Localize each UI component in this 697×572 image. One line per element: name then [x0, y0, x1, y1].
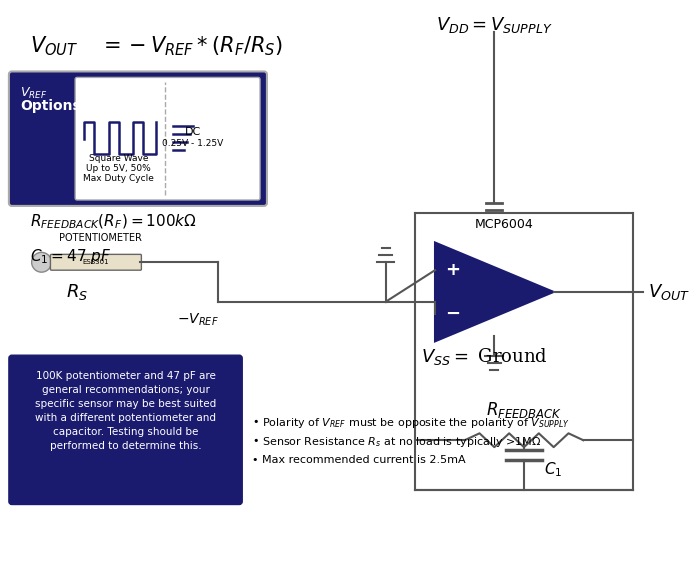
Text: ESS301: ESS301 — [82, 259, 109, 265]
Text: $V_{SS} = $ Ground: $V_{SS} = $ Ground — [421, 346, 548, 367]
FancyBboxPatch shape — [9, 72, 267, 206]
Text: Options: Options — [20, 99, 81, 113]
Text: $C_1 = 47\ pF$: $C_1 = 47\ pF$ — [30, 248, 112, 267]
Text: $= -V_{REF} * (R_F / R_S)$: $= -V_{REF} * (R_F / R_S)$ — [99, 35, 283, 58]
Text: +: + — [445, 261, 460, 279]
FancyBboxPatch shape — [9, 355, 243, 505]
Text: $V_{OUT}$: $V_{OUT}$ — [648, 282, 689, 302]
Text: 100K potentiometer and 47 pF are
general recommendations; your
specific sensor m: 100K potentiometer and 47 pF are general… — [35, 371, 216, 451]
Text: −: − — [445, 305, 461, 323]
Text: $R_{FEEDBACK}$: $R_{FEEDBACK}$ — [486, 400, 562, 420]
Polygon shape — [435, 243, 553, 341]
Text: • Sensor Resistance $R_s$ at no load is typically >1M$\Omega$: • Sensor Resistance $R_s$ at no load is … — [252, 435, 542, 449]
Text: • Polarity of $V_{REF}$ must be opposite the polarity of $V_{SUPPLY}$: • Polarity of $V_{REF}$ must be opposite… — [252, 415, 570, 430]
FancyBboxPatch shape — [50, 255, 141, 270]
Text: $V_{OUT}$: $V_{OUT}$ — [30, 35, 78, 58]
Text: $-V_{REF}$: $-V_{REF}$ — [177, 312, 219, 328]
Text: $R_{FEEDBACK}(R_F) = 100k\Omega$: $R_{FEEDBACK}(R_F) = 100k\Omega$ — [30, 213, 197, 231]
FancyBboxPatch shape — [75, 77, 260, 200]
Text: MCP6004: MCP6004 — [475, 217, 534, 231]
Text: 0.25V - 1.25V: 0.25V - 1.25V — [162, 138, 224, 148]
Text: • Max recommended current is 2.5mA: • Max recommended current is 2.5mA — [252, 455, 466, 465]
Text: Square Wave
Up to 5V, 50%
Max Duty Cycle: Square Wave Up to 5V, 50% Max Duty Cycle — [83, 153, 154, 183]
Text: $V_{DD} = V_{SUPPLY}$: $V_{DD} = V_{SUPPLY}$ — [436, 15, 553, 35]
Text: $C_1$: $C_1$ — [544, 460, 562, 479]
Text: POTENTIOMETER: POTENTIOMETER — [59, 233, 142, 243]
Text: $R_S$: $R_S$ — [66, 282, 89, 302]
Text: $V_{REF}$: $V_{REF}$ — [20, 86, 47, 101]
Text: DC: DC — [185, 127, 201, 137]
Circle shape — [31, 252, 52, 272]
